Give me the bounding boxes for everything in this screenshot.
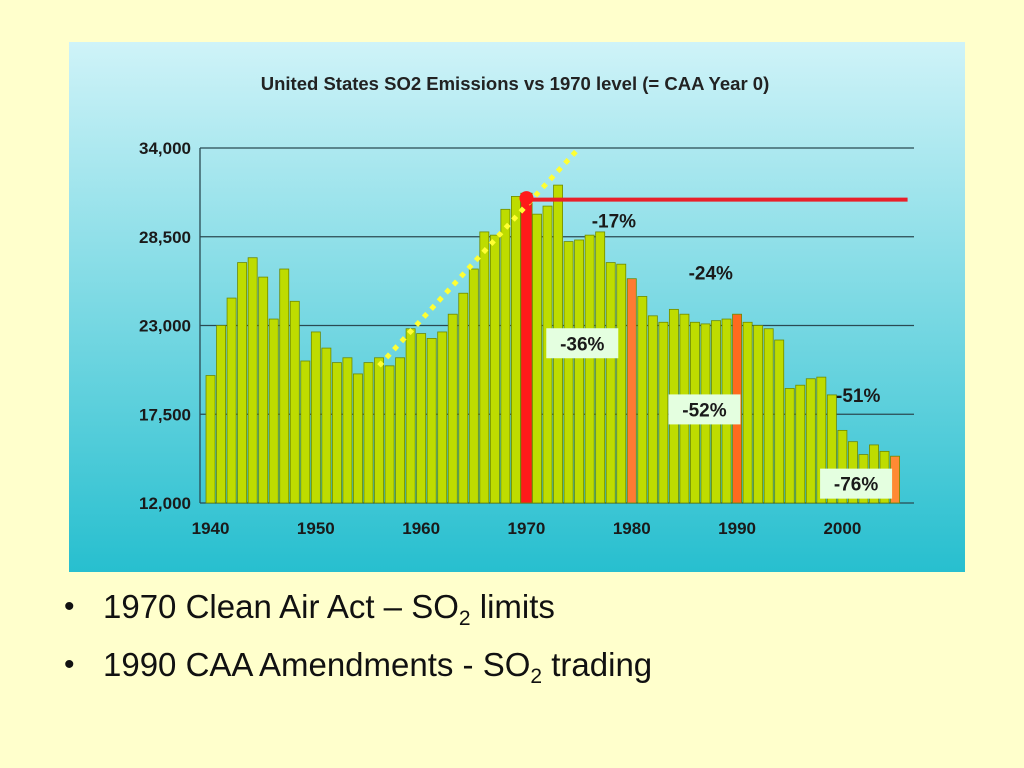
bullet-list: • 1970 Clean Air Act – SO2 limits • 1990 C… [60,584,652,700]
bar [300,360,311,504]
bar [816,376,827,504]
bar [647,315,658,504]
bar [374,357,384,504]
bar [520,192,533,504]
percent-change-label: -17% [592,212,636,233]
bar [595,231,606,504]
bar [637,296,648,504]
x-tick-label: 1990 [718,519,756,538]
subscript: 2 [530,665,543,688]
so2-emissions-chart: United States SO2 Emissions vs 1970 leve… [69,42,965,572]
bullet-text: trading [542,646,653,683]
bar [563,241,574,504]
bar [268,318,279,504]
bar [416,333,427,504]
annotation-box [546,328,619,359]
bar [342,357,353,504]
bar [658,321,669,504]
annotation-box [668,394,741,425]
bar [310,331,321,504]
bar [500,208,511,504]
bar [837,429,848,504]
x-tick-label: 1960 [402,519,440,538]
bar [237,262,248,504]
bar [805,378,816,504]
bar [321,347,332,504]
y-tick-label: 23,000 [139,317,191,336]
x-tick-label: 1950 [297,519,335,538]
bar [605,262,616,504]
bar [363,362,374,504]
bullet-text: 1990 CAA Amendments - SO [103,646,531,683]
bar [426,338,437,504]
x-tick-label: 2000 [823,519,861,538]
bar [795,384,806,504]
subscript: 2 [458,607,471,630]
trend-dotted-line [377,146,581,368]
bar [289,300,300,504]
bar [479,231,490,504]
y-tick-label: 34,000 [139,139,191,158]
bar [395,357,406,504]
bar [742,321,753,504]
bar [205,375,216,504]
bar [763,328,774,504]
percent-change-label: -24% [689,263,733,284]
bar [279,268,290,504]
bar [753,325,764,504]
bar [458,292,469,504]
percent-change-label: -76% [834,475,878,496]
bar [331,362,342,504]
chart-title: United States SO2 Emissions vs 1970 leve… [261,73,769,94]
x-tick-label: 1980 [613,519,651,538]
bar [216,325,226,504]
y-tick-label: 12,000 [139,494,191,513]
bullet-item: • 1990 CAA Amendments - SO2 trading [60,642,652,700]
bar [226,297,237,504]
bar [353,373,363,504]
bar [774,339,785,504]
y-tick-label: 28,500 [139,228,191,247]
percent-change-label: -52% [682,400,726,421]
bullet-text: 1970 Clean Air Act – SO [103,588,459,625]
bar [489,234,500,504]
percent-change-label: -36% [560,334,604,355]
annotation-box [820,468,893,499]
y-tick-label: 17,500 [139,405,191,424]
bar [826,394,837,504]
bar [626,278,637,504]
x-tick-label: 1940 [192,519,230,538]
bar [784,388,795,504]
highlight-cap [519,191,534,206]
bullet-text: limits [470,588,555,625]
bar [616,263,627,504]
bar [437,331,448,504]
bar [584,234,595,504]
bar [511,196,521,504]
bar [447,313,458,504]
bullet-marker: • [64,590,75,623]
bullet-marker: • [64,648,75,681]
bar [574,239,585,504]
bullet-item: • 1970 Clean Air Act – SO2 limits [60,584,652,642]
bar [468,268,479,504]
bar [258,276,269,504]
x-tick-label: 1970 [508,519,546,538]
percent-change-label: -51% [836,386,880,407]
bar [532,213,542,504]
bar [405,328,416,504]
bar [384,365,395,504]
chart-panel: United States SO2 Emissions vs 1970 leve… [69,42,965,572]
bar [247,257,258,504]
